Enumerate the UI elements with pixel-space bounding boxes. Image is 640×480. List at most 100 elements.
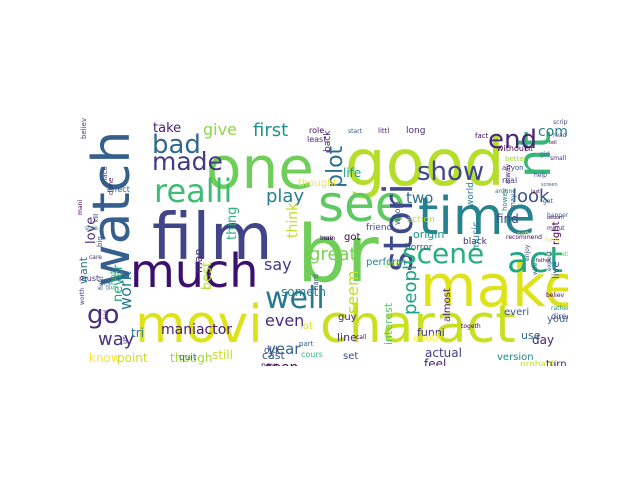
cloud-word-149: last [531,189,540,195]
cloud-word-35: maniactor [161,322,232,338]
cloud-word-42: know [89,351,121,365]
cloud-word-133: script [553,119,570,126]
cloud-word-73: version [497,352,534,363]
cloud-word-74: probabli [520,360,557,370]
cloud-word-25: plot [323,145,348,188]
cloud-word-84: black [463,237,488,247]
cloud-word-103: anyon [502,164,524,172]
cloud-word-57: line [337,331,357,344]
cloud-word-125: small [550,155,566,162]
cloud-word-112: howev [501,188,509,211]
cloud-word-151: help [534,172,547,179]
cloud-word-29: way [98,329,135,350]
cloud-word-130: becom [547,215,564,221]
cloud-word-81: lot [300,321,313,332]
cloud-word-82: got [344,232,360,243]
cloud-word-135: happen [547,212,570,219]
cloud-word-8: much [130,244,258,298]
cloud-word-95: cours [301,350,323,359]
cloud-word-114: place [101,166,109,185]
cloud-word-152: main [320,235,335,242]
cloud-word-89: must [79,274,99,283]
cloud-word-50: actual [425,346,462,360]
cloud-word-126: togeth [461,323,481,330]
cloud-word-121: kid [103,310,110,319]
cloud-word-64: man [192,249,205,273]
cloud-word-12: realli [154,172,232,210]
cloud-word-128: hard [312,274,320,290]
cloud-word-70: set [343,351,358,362]
cloud-word-66: live [551,261,562,279]
cloud-word-127: around [495,188,516,195]
cloud-word-117: worth [79,288,86,305]
cloud-word-108: whole [393,201,402,225]
cloud-word-22: first [253,120,288,141]
cloud-word-148: got [543,198,553,205]
cloud-word-100: may [509,194,517,209]
cloud-word-47: life [343,166,361,180]
cloud-word-97: us [121,336,129,344]
cloud-word-87: action [407,215,435,225]
cloud-word-111: enjoy [524,244,531,261]
cloud-word-16: well [265,281,325,316]
cloud-word-140: rather [551,305,570,312]
cloud-word-96: friend [366,223,392,233]
cloud-word-101: without [497,144,527,153]
cloud-word-37: come [538,124,577,140]
cloud-word-17: made [152,147,223,176]
cloud-word-45: want [77,256,90,284]
cloud-word-124: girl [540,151,550,158]
cloud-word-136: recommend [506,234,542,241]
cloud-word-23: play [266,186,304,207]
cloud-word-94: part [299,340,314,348]
cloud-word-113: done [107,178,115,195]
cloud-word-142: wife [532,262,539,275]
cloud-word-79: littl [378,127,389,135]
cloud-word-60: shot [109,270,119,290]
cloud-word-99: real [502,176,517,185]
cloud-word-21: go [87,300,119,330]
cloud-word-41: love [84,217,99,244]
cloud-word-61: funni [417,326,445,339]
cloud-word-56: cast [262,349,286,362]
cloud-word-48: best [200,262,215,290]
cloud-word-34: year [267,340,301,358]
cloud-word-49: thing [225,207,240,240]
cloud-word-138: expect [546,250,553,271]
cloud-word-139: believ [546,292,565,299]
cloud-word-51: feel [424,357,446,371]
cloud-word-80: long [406,126,425,136]
cloud-word-68: everi [504,307,529,318]
cloud-word-131: minut [547,225,565,232]
cloud-word-54: though [170,351,212,365]
cloud-word-75: turn [546,359,567,370]
cloud-word-5: make [420,252,579,320]
cloud-word-72: almost [442,288,453,322]
cloud-word-0: good [345,127,505,201]
cloud-word-3: film [152,201,272,275]
cloud-word-2: time [418,187,535,247]
cloud-word-55: still [212,348,233,362]
cloud-word-27: seem [343,270,362,314]
cloud-word-153: bore [320,235,334,242]
cloud-word-58: day [532,333,554,347]
cloud-word-122: read [553,132,567,139]
cloud-word-116: alway [504,164,512,184]
cloud-word-59: young [547,314,578,325]
cloud-word-43: never [111,264,126,302]
cloud-word-46: tri [131,326,144,340]
cloud-word-53: point [117,351,148,365]
cloud-word-65: origin [413,228,444,241]
cloud-word-33: say [264,255,292,274]
cloud-word-137: comedi [546,251,568,258]
cloud-word-40: think [285,202,301,238]
cloud-word-1: one [206,134,314,202]
cloud-word-98: director [551,312,583,321]
cloud-word-6: movi [135,295,263,355]
cloud-word-18: bad [152,130,201,160]
cloud-word-15: act [507,240,563,281]
